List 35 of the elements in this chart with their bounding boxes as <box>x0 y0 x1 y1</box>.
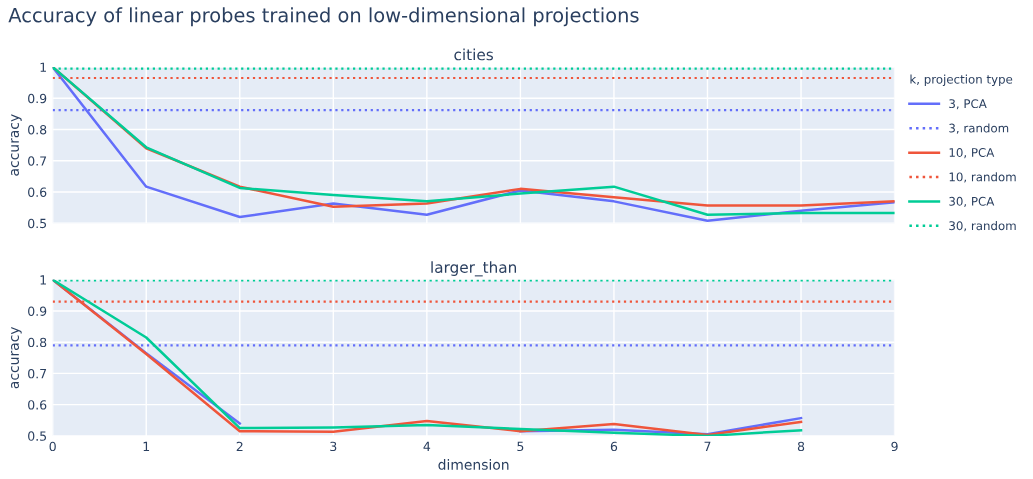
x-tick-label: 8 <box>797 441 805 452</box>
x-tick-label: 5 <box>517 441 524 452</box>
x-tick-label: 3 <box>330 441 337 452</box>
x-tick-label: 9 <box>891 441 898 452</box>
y-tick-label: 0.5 <box>28 218 47 229</box>
y-tick-label: 1 <box>40 275 46 285</box>
x-tick-label: 7 <box>704 441 711 451</box>
y-tick-label: 0.5 <box>28 431 47 441</box>
legend-label: 30, random <box>949 221 1016 232</box>
chart-subtitle: cities <box>454 48 493 61</box>
x-tick-label: 2 <box>236 441 243 451</box>
y-tick-label: 0.8 <box>28 337 47 348</box>
legend-label: 30, PCA <box>949 196 995 207</box>
y-tick-label: 1 <box>40 62 46 72</box>
x-axis-title: dimension <box>438 459 509 470</box>
legend-label: 3, PCA <box>949 99 987 110</box>
y-axis-title: accuracy <box>11 114 22 176</box>
y-axis-title: accuracy <box>11 326 22 389</box>
chart-subtitle: larger_than <box>431 261 517 277</box>
chart-title: Accuracy of linear probes trained on low-dimensional projections <box>8 7 639 27</box>
x-tick-label: 6 <box>610 441 618 452</box>
x-tick-label: 0 <box>49 441 56 452</box>
legend-label: 10, PCA <box>949 148 995 159</box>
y-tick-label: 0.7 <box>28 368 47 379</box>
y-tick-label: 0.6 <box>28 187 47 197</box>
legend-title: k, projection type <box>910 74 1013 86</box>
legend-label: 3, random <box>949 123 1009 134</box>
x-tick-label: 4 <box>423 441 431 451</box>
y-tick-label: 0.9 <box>28 306 47 316</box>
y-tick-label: 0.8 <box>28 124 47 135</box>
y-tick-label: 0.6 <box>28 400 47 410</box>
legend-label: 10, random <box>949 172 1016 183</box>
x-tick-label: 1 <box>143 441 150 451</box>
y-tick-label: 0.9 <box>28 93 47 104</box>
y-tick-label: 0.7 <box>28 156 47 166</box>
